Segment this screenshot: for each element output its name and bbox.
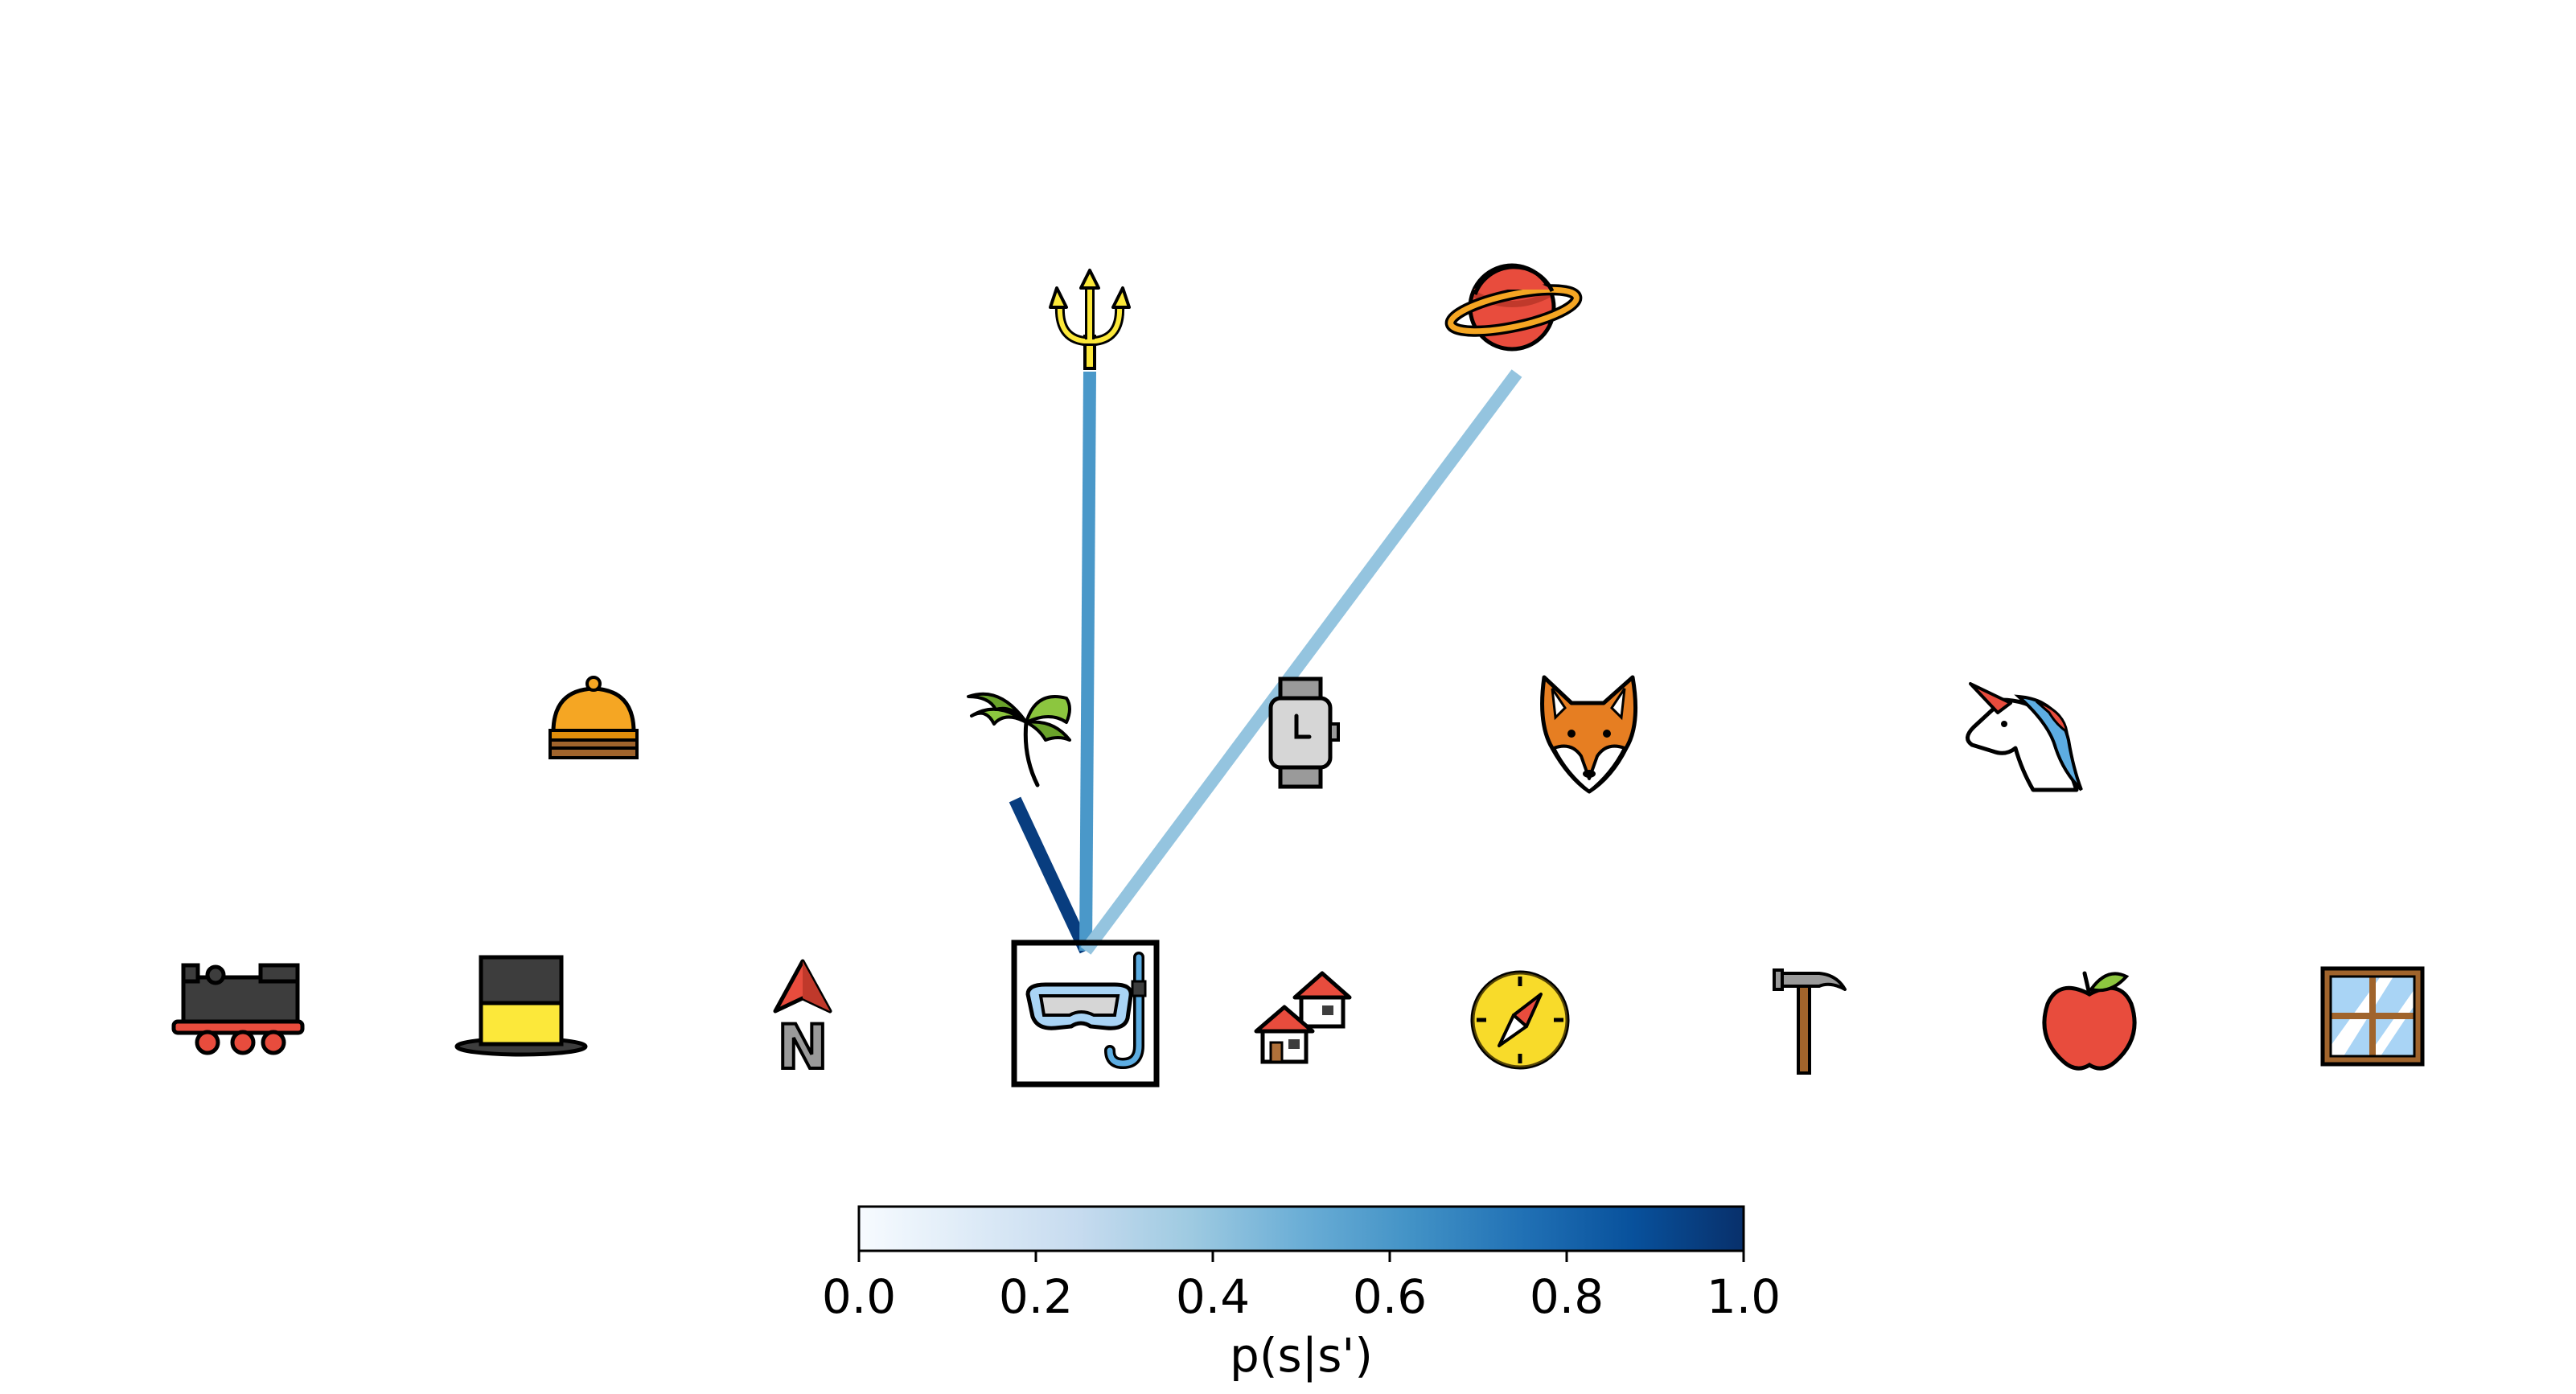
compass-icon: [1470, 970, 1570, 1070]
colorbar-tick-label: 0.0: [822, 1269, 896, 1324]
colorbar-gradient: [857, 1205, 1745, 1252]
colorbar-tick-label: 0.8: [1530, 1269, 1604, 1324]
north-arrow-icon: N: [773, 959, 832, 1084]
top-hat-icon: [454, 955, 588, 1057]
colorbar-ticks: 0.0 0.2 0.4 0.6 0.8 1.0: [822, 1251, 1781, 1324]
svg-text:N: N: [777, 1011, 828, 1083]
edge-layer: [1009, 369, 1522, 955]
hammer-icon: [1773, 968, 1847, 1075]
colorbar-tick-label: 0.4: [1176, 1269, 1250, 1324]
fox-icon: [1540, 675, 1638, 794]
watch-icon: [1268, 676, 1340, 789]
window-icon: [2320, 966, 2425, 1067]
colorbar-tick-label: 0.2: [999, 1269, 1073, 1324]
houses-icon: [1254, 971, 1352, 1064]
colorbar: 0.0 0.2 0.4 0.6 0.8 1.0 p(s|s'): [822, 1205, 1781, 1383]
palm-tree-icon: [967, 692, 1071, 787]
selected-node-frame: [1011, 940, 1160, 1088]
edge-snorkel-trident: [1079, 371, 1096, 952]
snorkel-mask-icon: [1025, 952, 1147, 1070]
planet-icon: [1444, 263, 1583, 352]
train-icon: [171, 963, 305, 1055]
edge-snorkel-planet: [1080, 369, 1522, 955]
edge-snorkel-palm: [1009, 796, 1092, 954]
colorbar-tick-label: 1.0: [1707, 1269, 1781, 1324]
colorbar-tick-label: 0.6: [1353, 1269, 1427, 1324]
unicorn-icon: [1966, 682, 2083, 792]
trident-icon: [1049, 269, 1131, 370]
colorbar-label: p(s|s'): [1230, 1328, 1373, 1383]
service-bell-icon: [548, 676, 639, 759]
apple-icon: [2042, 971, 2137, 1071]
